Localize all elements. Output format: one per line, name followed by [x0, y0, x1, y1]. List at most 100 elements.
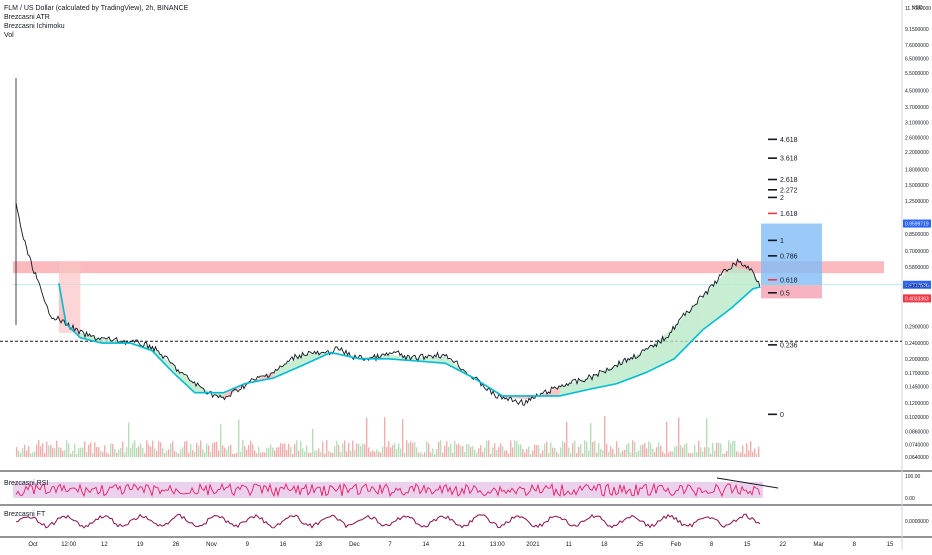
volume-bar [408, 442, 410, 457]
volume-bar [184, 441, 186, 457]
volume-bar [280, 443, 282, 457]
volume-bar [420, 452, 422, 457]
volume-bar [40, 446, 42, 457]
volume-bar [170, 443, 172, 457]
volume-bar [424, 452, 426, 457]
volume-bar [554, 448, 556, 457]
volume-bar [380, 452, 382, 457]
volume-bar [484, 447, 486, 457]
volume-bar [56, 440, 58, 457]
volume-bar [258, 446, 260, 457]
symbol-legend[interactable]: FLM / US Dollar (calculated by TradingVi… [4, 4, 188, 40]
volume-bar [88, 444, 90, 457]
volume-bar [108, 453, 110, 457]
volume-bar [748, 450, 750, 457]
volume-bar [684, 444, 686, 457]
volume-bar [674, 446, 676, 457]
volume-bar [200, 440, 202, 457]
volume-bar [150, 446, 152, 457]
volume-bar [686, 443, 688, 457]
volume-bar [366, 417, 368, 457]
volume-bar [276, 447, 278, 457]
volume-bar [446, 441, 448, 457]
volume-bar [36, 444, 38, 457]
volume-bar [382, 446, 384, 457]
indicator-atr-label[interactable]: Brezcasni ATR [4, 14, 50, 21]
price-tick-label: 2.6000000 [905, 136, 929, 142]
time-tick-label: 11 [565, 542, 572, 548]
volume-bar [26, 450, 28, 457]
volume-bar [548, 452, 550, 457]
volume-bar [42, 443, 44, 457]
cloud-segment [502, 395, 532, 400]
indicator-ichimoku-label[interactable]: Brezcasni Ichimoku [4, 23, 65, 30]
volume-bar [642, 444, 644, 457]
volume-bar [378, 451, 380, 457]
volume-bar [20, 452, 22, 457]
volume-bar [460, 445, 462, 457]
volume-bar [472, 446, 474, 457]
volume-bar [560, 447, 562, 457]
volume-bar [212, 443, 214, 457]
volume-bar [34, 451, 36, 457]
volume-bar [456, 444, 458, 457]
volume-bar [624, 449, 626, 457]
volume-bar [218, 450, 220, 457]
volume-bar [498, 447, 500, 457]
volume-bar [442, 453, 444, 457]
volume-bar [106, 452, 108, 457]
price-series-line [15, 202, 761, 406]
ft-pane-label[interactable]: Brezcasni FT [4, 511, 46, 518]
volume-bar [598, 443, 600, 457]
rsi-tick-label: 100.00 [905, 474, 921, 480]
time-tick-label: 8 [710, 542, 714, 548]
time-tick-label: 12:00 [61, 542, 77, 548]
volume-bar [752, 451, 754, 457]
volume-bar [474, 449, 476, 457]
price-tick-label: 0.2000000 [905, 357, 929, 363]
volume-bar [118, 449, 120, 457]
volume-bar [516, 441, 518, 457]
currency-label: USD [912, 5, 923, 11]
volume-bar [666, 421, 668, 457]
volume-bar [336, 440, 338, 457]
volume-bar [166, 450, 168, 457]
volume-bar [272, 447, 274, 457]
volume-bar [350, 450, 352, 457]
volume-bar [668, 452, 670, 457]
volume-bar [506, 450, 508, 457]
volume-bar [502, 446, 504, 457]
volume-bar [232, 453, 234, 457]
volume-bar [650, 443, 652, 457]
volume-bar [290, 447, 292, 457]
volume-bar [136, 447, 138, 457]
volume-bar [626, 444, 628, 457]
volume-bar [52, 447, 54, 457]
volume-bar [694, 444, 696, 457]
volume-bar [306, 445, 308, 457]
volume-bar [194, 451, 196, 457]
indicator-vol-label[interactable]: Vol [4, 32, 14, 39]
volume-bar [72, 450, 74, 457]
volume-bar [696, 452, 698, 457]
cloud-segment [645, 327, 675, 373]
fib-level-label: 3.618 [780, 156, 798, 163]
rsi-pane-label[interactable]: Brezcasni RSI [4, 480, 49, 487]
price-tick-label: 0.2400000 [905, 341, 929, 347]
volume-bar [224, 447, 226, 457]
volume-bar [104, 445, 106, 457]
volume-bar [734, 440, 736, 457]
volume-bar [304, 451, 306, 457]
volume-bar [84, 441, 86, 457]
volume-bar [208, 445, 210, 457]
volume-bar [676, 445, 678, 457]
volume-bar [160, 442, 162, 457]
volume-bar [414, 442, 416, 457]
volume-bar [44, 452, 46, 457]
volume-bar [700, 447, 702, 457]
volume-bar [94, 442, 96, 457]
fib-level-label: 0.618 [780, 277, 798, 284]
volume-bar [512, 447, 514, 457]
